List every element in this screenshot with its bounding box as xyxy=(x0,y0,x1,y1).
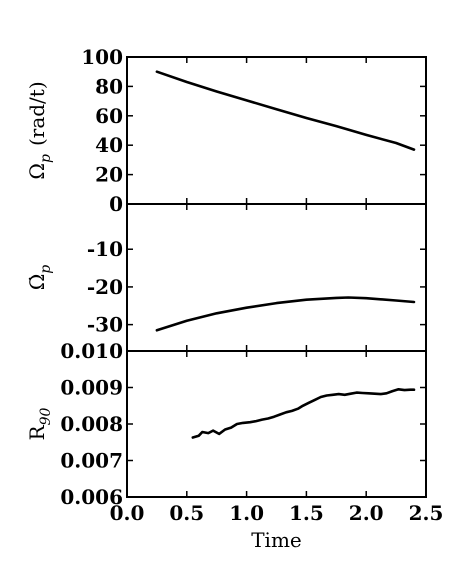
x-tick-label: 2.0 xyxy=(349,501,384,525)
y-axis-title-main: R xyxy=(25,424,49,440)
x-axis-title: Time xyxy=(251,528,302,552)
y-tick-label: 0.007 xyxy=(60,449,123,473)
y-axis-title-main: Ω̇ xyxy=(25,274,49,291)
series-line xyxy=(191,388,416,439)
panel-omega-p: 0 20 40 60 80 100 Ωp (rad/t) xyxy=(25,45,427,216)
y-axis-title-sub: p xyxy=(38,154,54,163)
y-tick-label: -20 xyxy=(87,275,123,299)
y-axis-title: Ωp (rad/t) xyxy=(25,81,54,179)
y-axis-title: Ω̇p xyxy=(25,265,54,291)
panel-omega-p-dot: -10 -20 -30 Ω̇p xyxy=(25,203,427,352)
y-tick-label: 0.010 xyxy=(60,339,123,363)
y-tick-label: 100 xyxy=(81,45,123,69)
y-axis-title-sub: 90 xyxy=(38,407,54,425)
y-tick-label: 0 xyxy=(109,192,123,216)
panel-r90: 0.006 0.007 0.008 0.009 0.010 R90 0.0 0.5 1.0 1.5… xyxy=(25,339,443,525)
y-tick-label: -30 xyxy=(87,313,123,337)
y-tick-label: 20 xyxy=(95,163,123,187)
x-tick-label: 1.0 xyxy=(229,501,264,525)
y-tick-label: -10 xyxy=(87,237,123,261)
x-tick-label: 1.5 xyxy=(289,501,324,525)
y-tick-label: 0.008 xyxy=(60,412,123,436)
y-axis-title-sub: p xyxy=(38,265,54,274)
series-line xyxy=(155,296,416,332)
y-axis-title-main: Ω xyxy=(25,163,49,180)
series-line xyxy=(155,70,416,151)
y-tick-label: 0.009 xyxy=(60,376,123,400)
plot-frame xyxy=(126,56,427,205)
y-tick-label: 0.006 xyxy=(60,485,123,509)
x-tick-label: 0.0 xyxy=(110,501,145,525)
y-axis-title-unit: (rad/t) xyxy=(25,81,49,146)
plot-frame xyxy=(126,350,427,498)
y-tick-label: 40 xyxy=(95,133,123,157)
y-tick-label: 80 xyxy=(95,74,123,98)
x-tick-label: 2.5 xyxy=(409,501,444,525)
y-tick-label: 60 xyxy=(95,104,123,128)
y-axis-title: R90 xyxy=(25,407,54,440)
x-tick-label: 0.5 xyxy=(169,501,204,525)
plot-frame xyxy=(126,203,427,352)
